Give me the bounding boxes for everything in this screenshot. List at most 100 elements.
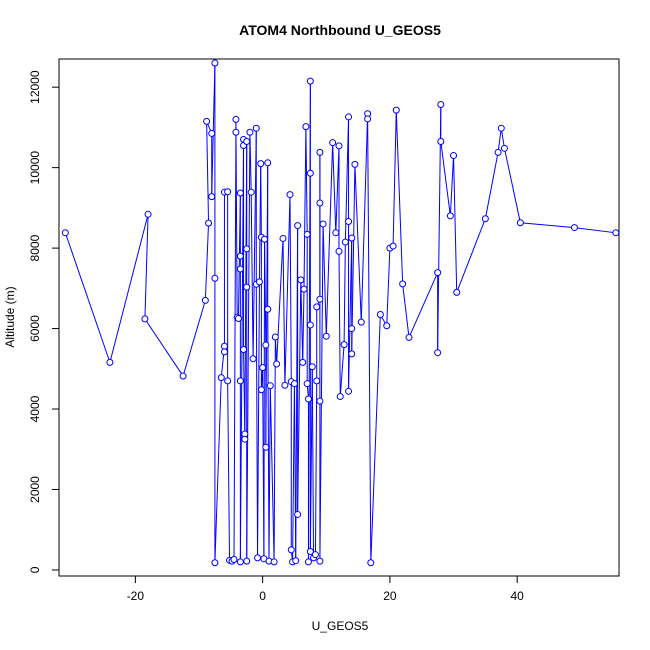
data-point <box>399 280 407 288</box>
data-point <box>262 443 270 451</box>
series-segment <box>206 121 210 224</box>
data-point <box>304 558 312 566</box>
series-segment <box>64 232 111 363</box>
chart-title: ATOM4 Northbound U_GEOS5 <box>239 22 441 38</box>
series-segment <box>252 128 257 359</box>
y-axis: 0 2000 4000 6000 8000 10000 12000 <box>28 70 60 573</box>
data-point <box>303 380 311 388</box>
series-segment <box>268 385 271 562</box>
series-segment <box>260 163 262 238</box>
data-point <box>211 559 219 567</box>
series-segment <box>273 337 276 562</box>
data-point <box>203 117 211 125</box>
series-segment <box>395 110 404 284</box>
series-segment <box>367 118 372 563</box>
data-point <box>208 193 216 201</box>
data-point <box>316 295 324 303</box>
y-tick-label: 2000 <box>28 476 42 503</box>
data-point <box>220 342 228 350</box>
data-point <box>437 100 445 108</box>
series-segment <box>303 126 307 290</box>
data-point <box>271 333 279 341</box>
data-point <box>217 374 225 382</box>
data-point <box>341 238 349 246</box>
data-point <box>383 322 391 330</box>
data-point <box>232 128 240 136</box>
data-point <box>232 115 240 123</box>
data-point <box>247 188 255 196</box>
data-point <box>612 229 620 237</box>
series-segment <box>267 309 270 562</box>
data-point <box>516 219 524 227</box>
data-point <box>322 332 330 340</box>
data-point <box>279 234 287 242</box>
series-segment <box>144 318 184 377</box>
data-point <box>106 358 114 366</box>
data-point <box>335 142 343 150</box>
data-point <box>336 393 344 401</box>
data-point <box>201 296 209 304</box>
data-point <box>259 364 267 372</box>
data-point <box>316 148 324 156</box>
x-axis-label: U_GEOS5 <box>312 619 369 633</box>
data-point <box>249 355 257 363</box>
series-segment <box>440 141 451 216</box>
series-segment <box>314 380 318 555</box>
data-point <box>243 137 251 145</box>
data-point <box>481 215 489 223</box>
x-tick-label: -20 <box>127 589 145 603</box>
series-segment <box>211 63 216 197</box>
y-tick-label: 10000 <box>28 151 42 185</box>
data-point <box>319 220 327 228</box>
data-point <box>252 124 260 132</box>
data-point <box>257 386 265 394</box>
data-point <box>299 358 307 366</box>
data-point <box>141 315 149 323</box>
data-point <box>308 363 316 371</box>
data-point <box>266 382 274 390</box>
series-segment <box>402 283 410 338</box>
series-segment <box>250 192 254 359</box>
series-segment <box>325 142 334 337</box>
series-segment <box>204 223 210 301</box>
series-segment <box>109 214 149 363</box>
data-point <box>345 113 353 121</box>
y-tick-label: 4000 <box>28 395 42 422</box>
series-segment <box>339 344 345 397</box>
series-segment <box>574 227 616 234</box>
series-segment <box>284 194 291 386</box>
series-segment <box>227 380 231 561</box>
data-point <box>241 435 249 443</box>
data-point <box>236 377 244 385</box>
data-point <box>306 169 314 177</box>
series-segment <box>497 128 502 153</box>
x-tick-label: 20 <box>383 589 397 603</box>
series-segment <box>263 239 266 559</box>
data-point <box>292 557 300 565</box>
data-point <box>450 152 458 160</box>
data-point <box>254 554 262 562</box>
series-segment <box>453 155 458 293</box>
data-point <box>357 318 365 326</box>
data-point <box>211 59 219 67</box>
data-point <box>286 191 294 199</box>
data-point <box>392 106 400 114</box>
data-point <box>243 283 251 291</box>
data-point <box>224 188 232 196</box>
series-segment <box>269 385 275 562</box>
data-point <box>340 341 348 349</box>
series-segment <box>282 238 286 386</box>
data-point <box>294 222 302 230</box>
data-point <box>205 219 213 227</box>
data-point <box>348 350 356 358</box>
series-segment <box>338 251 341 397</box>
series-segment <box>386 248 391 326</box>
series-segment <box>503 148 521 223</box>
data-point <box>270 558 278 566</box>
data-point <box>243 557 251 565</box>
series-segment <box>300 279 304 363</box>
series-segment <box>235 119 238 318</box>
data-point <box>446 212 454 220</box>
series-segment <box>322 223 327 337</box>
